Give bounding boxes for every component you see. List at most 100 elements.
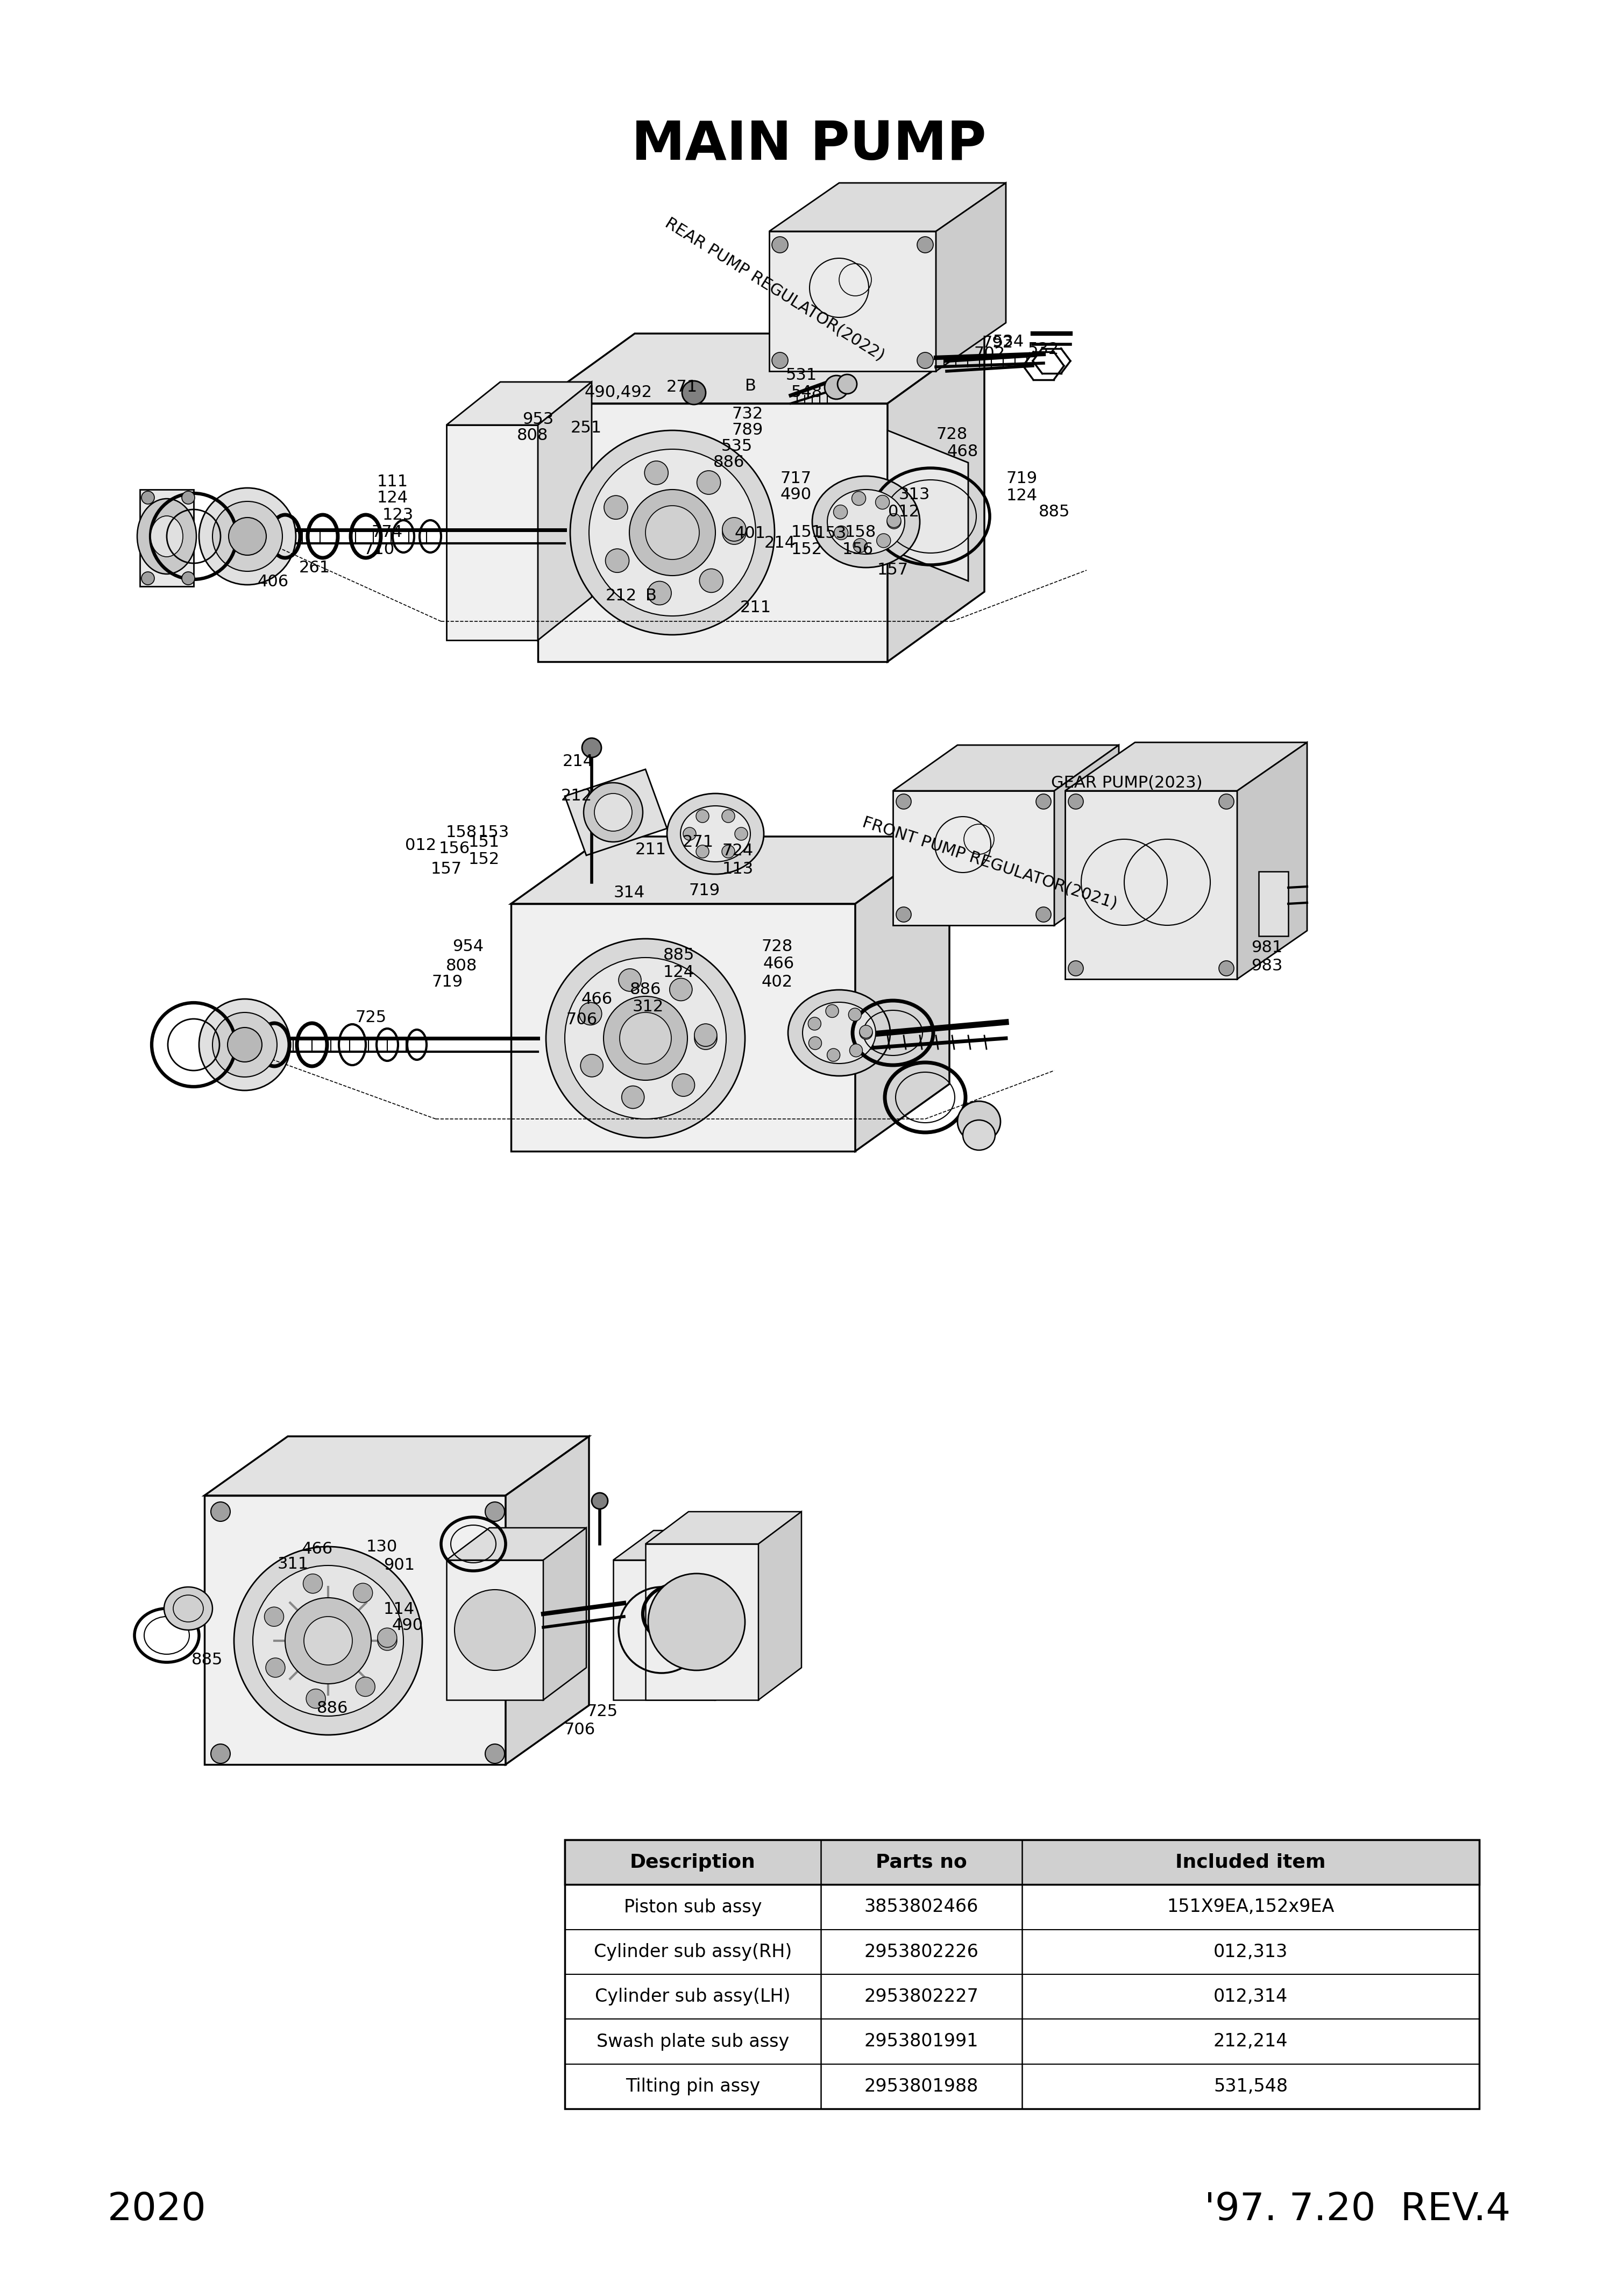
Ellipse shape: [803, 1003, 875, 1063]
Text: 402: 402: [762, 974, 793, 990]
Polygon shape: [1238, 742, 1307, 978]
Polygon shape: [769, 184, 1006, 232]
Polygon shape: [613, 1559, 715, 1699]
Ellipse shape: [377, 1628, 396, 1646]
Ellipse shape: [582, 737, 602, 758]
Text: 732: 732: [731, 406, 764, 422]
Ellipse shape: [859, 1026, 872, 1038]
Text: 2953802226: 2953802226: [864, 1942, 979, 1961]
Bar: [565, 1839, 1479, 2108]
Ellipse shape: [849, 1045, 862, 1056]
Text: 211: 211: [739, 599, 772, 615]
Ellipse shape: [825, 377, 848, 400]
Ellipse shape: [303, 1575, 322, 1593]
Text: 2953801991: 2953801991: [864, 2032, 979, 2050]
Ellipse shape: [594, 794, 633, 831]
Text: 012,313: 012,313: [1214, 1942, 1288, 1961]
Text: 954: 954: [453, 939, 484, 955]
Polygon shape: [888, 429, 968, 581]
Polygon shape: [893, 790, 1055, 925]
Polygon shape: [888, 333, 984, 661]
Polygon shape: [1065, 742, 1307, 790]
Text: 212: 212: [561, 788, 592, 804]
Text: 012: 012: [888, 505, 919, 519]
Ellipse shape: [958, 1102, 1000, 1141]
Ellipse shape: [306, 1690, 325, 1708]
Text: 152: 152: [791, 542, 822, 558]
Text: 158: 158: [447, 824, 477, 840]
Text: 153: 153: [815, 526, 846, 542]
Text: 212,214: 212,214: [1214, 2032, 1288, 2050]
Ellipse shape: [694, 1026, 717, 1049]
Polygon shape: [204, 1495, 505, 1766]
Text: 808: 808: [447, 957, 477, 974]
Ellipse shape: [285, 1598, 371, 1683]
Polygon shape: [565, 769, 667, 856]
Text: 157: 157: [430, 861, 463, 877]
Text: 706: 706: [566, 1013, 597, 1026]
Ellipse shape: [210, 1745, 230, 1763]
Text: B: B: [744, 379, 756, 395]
Text: 981: 981: [1251, 939, 1283, 955]
Ellipse shape: [681, 806, 751, 861]
Text: 211: 211: [636, 843, 667, 859]
Ellipse shape: [670, 978, 693, 1001]
Text: 792: 792: [982, 335, 1013, 351]
Polygon shape: [759, 1511, 801, 1699]
Ellipse shape: [877, 533, 890, 549]
Text: 311: 311: [278, 1557, 309, 1573]
Ellipse shape: [252, 1566, 403, 1715]
Polygon shape: [511, 905, 856, 1150]
Text: 466: 466: [581, 992, 613, 1008]
Text: 717: 717: [780, 471, 812, 487]
Ellipse shape: [807, 1017, 820, 1031]
Text: 983: 983: [1251, 957, 1283, 974]
Ellipse shape: [228, 517, 267, 556]
Text: 2953802227: 2953802227: [864, 1988, 979, 2007]
Ellipse shape: [735, 827, 748, 840]
Ellipse shape: [377, 1630, 396, 1651]
Ellipse shape: [629, 489, 715, 576]
Bar: [139, 489, 194, 585]
Ellipse shape: [835, 526, 848, 540]
Ellipse shape: [851, 491, 866, 505]
Text: Tilting pin assy: Tilting pin assy: [626, 2078, 760, 2096]
Text: 214: 214: [764, 535, 796, 551]
Text: 401: 401: [735, 526, 765, 542]
Text: 886: 886: [629, 983, 662, 999]
Ellipse shape: [199, 489, 296, 585]
Text: 724: 724: [722, 843, 754, 859]
Polygon shape: [537, 333, 984, 404]
Ellipse shape: [199, 999, 291, 1091]
Polygon shape: [537, 381, 592, 641]
Text: 151X9EA,152x9EA: 151X9EA,152x9EA: [1167, 1899, 1335, 1915]
Ellipse shape: [618, 969, 641, 992]
Polygon shape: [715, 1531, 756, 1699]
Polygon shape: [893, 746, 1118, 790]
Ellipse shape: [485, 1502, 505, 1522]
Text: 535: 535: [722, 439, 752, 455]
Text: 728: 728: [762, 939, 793, 955]
Polygon shape: [447, 381, 592, 425]
Ellipse shape: [696, 845, 709, 859]
Text: 706: 706: [565, 1722, 595, 1738]
Bar: [1259, 872, 1288, 937]
Ellipse shape: [1036, 907, 1052, 923]
Ellipse shape: [485, 1745, 505, 1763]
Text: 214: 214: [563, 753, 594, 769]
Polygon shape: [447, 1527, 586, 1559]
Text: 251: 251: [571, 420, 602, 436]
Ellipse shape: [570, 429, 775, 634]
Ellipse shape: [228, 1029, 262, 1063]
Ellipse shape: [853, 540, 867, 553]
Ellipse shape: [163, 1587, 212, 1630]
Text: 468: 468: [947, 443, 979, 459]
Ellipse shape: [887, 514, 901, 528]
Ellipse shape: [181, 572, 194, 585]
Text: 2953801988: 2953801988: [864, 2078, 979, 2096]
Ellipse shape: [581, 1054, 604, 1077]
Text: 156: 156: [438, 840, 471, 856]
Polygon shape: [204, 1437, 589, 1495]
Polygon shape: [447, 1559, 544, 1699]
Ellipse shape: [696, 810, 709, 822]
